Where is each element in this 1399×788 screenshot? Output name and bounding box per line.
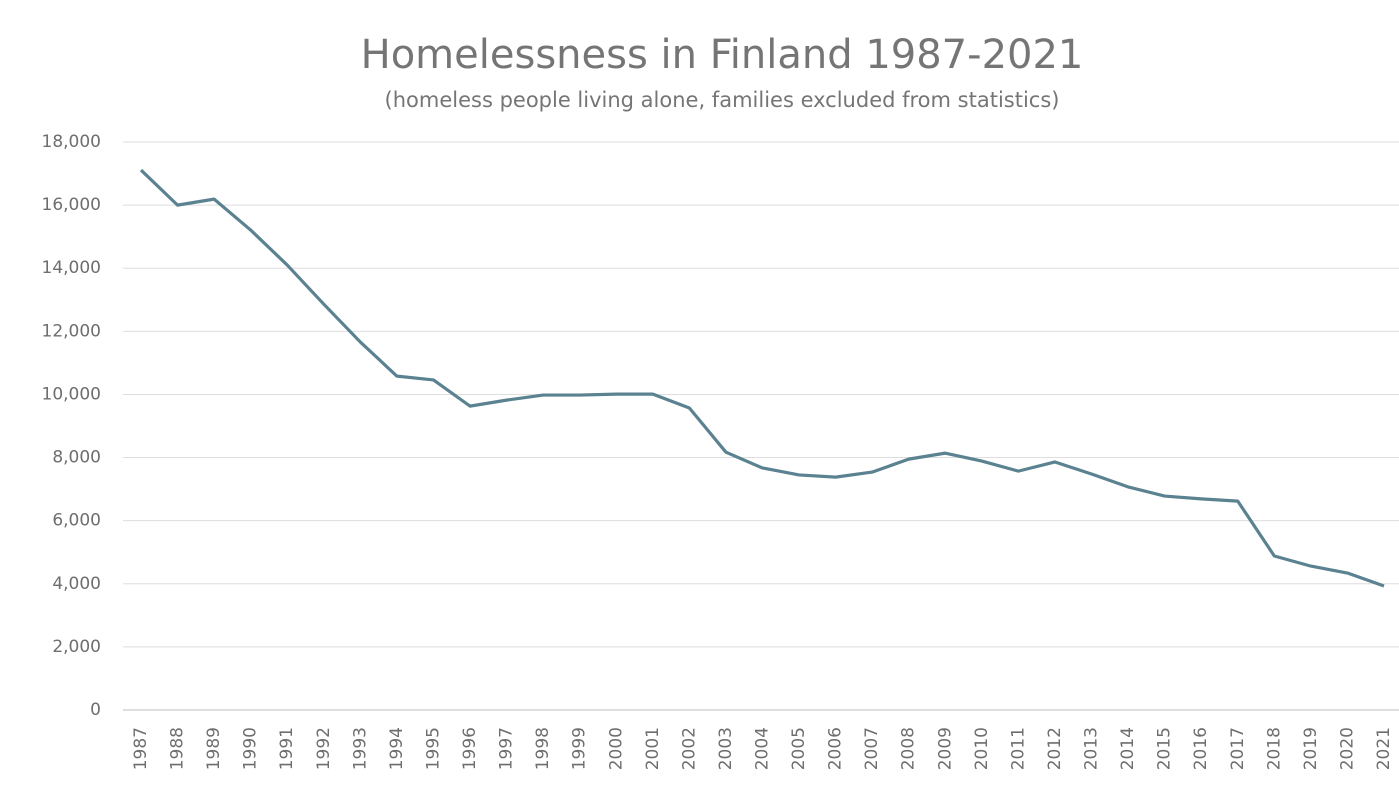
y-tick-label: 8,000 [52, 448, 101, 468]
x-tick-label: 2012 [1045, 727, 1065, 770]
x-tick-label: 2021 [1374, 727, 1394, 770]
y-tick-label: 4,000 [52, 574, 101, 594]
x-tick-label: 1989 [204, 727, 224, 770]
x-tick-label: 1996 [460, 727, 480, 770]
x-tick-label: 2001 [643, 727, 663, 770]
chart-title: Homelessness in Finland 1987-2021 [361, 32, 1084, 78]
x-tick-label: 2013 [1082, 727, 1102, 770]
chart-subtitle: (homeless people living alone, families … [385, 88, 1060, 112]
x-tick-label: 1987 [131, 727, 151, 770]
x-tick-label: 2008 [899, 727, 919, 770]
x-tick-label: 1993 [350, 727, 370, 770]
x-tick-label: 2011 [1008, 727, 1028, 770]
y-tick-label: 6,000 [52, 511, 101, 531]
y-tick-label: 2,000 [52, 637, 101, 657]
x-tick-label: 1998 [533, 727, 553, 770]
y-tick-label: 18,000 [42, 132, 101, 152]
x-tick-label: 2018 [1264, 727, 1284, 770]
y-tick-label: 0 [90, 700, 101, 720]
x-tick-label: 2015 [1155, 727, 1175, 770]
data-line [139, 168, 1385, 588]
x-tick-label: 1988 [168, 727, 188, 770]
x-tick-label: 2006 [826, 727, 846, 770]
x-tick-label: 2014 [1118, 727, 1138, 770]
x-tick-label: 1990 [241, 727, 261, 770]
y-tick-label: 10,000 [42, 384, 101, 404]
x-tick-label: 2005 [789, 727, 809, 770]
x-tick-label: 2019 [1301, 727, 1321, 770]
x-tick-label: 2000 [606, 727, 626, 770]
y-tick-label: 16,000 [42, 195, 101, 215]
x-tick-label: 2002 [679, 727, 699, 770]
x-tick-label: 1991 [277, 727, 297, 770]
x-tick-label: 1992 [314, 727, 334, 770]
x-tick-label: 2020 [1337, 727, 1357, 770]
x-tick-label: 1994 [387, 727, 407, 770]
x-tick-label: 1997 [497, 727, 517, 770]
y-tick-label: 14,000 [42, 258, 101, 278]
x-tick-label: 2017 [1228, 727, 1248, 770]
x-tick-label: 2016 [1191, 727, 1211, 770]
x-tick-label: 2007 [862, 727, 882, 770]
x-tick-label: 2009 [935, 727, 955, 770]
x-tick-label: 2003 [716, 727, 736, 770]
x-tick-label: 1999 [570, 727, 590, 770]
x-tick-label: 2010 [972, 727, 992, 770]
x-tick-label: 2004 [753, 727, 773, 770]
y-tick-label: 12,000 [42, 321, 101, 341]
x-tick-label: 1995 [423, 727, 443, 770]
